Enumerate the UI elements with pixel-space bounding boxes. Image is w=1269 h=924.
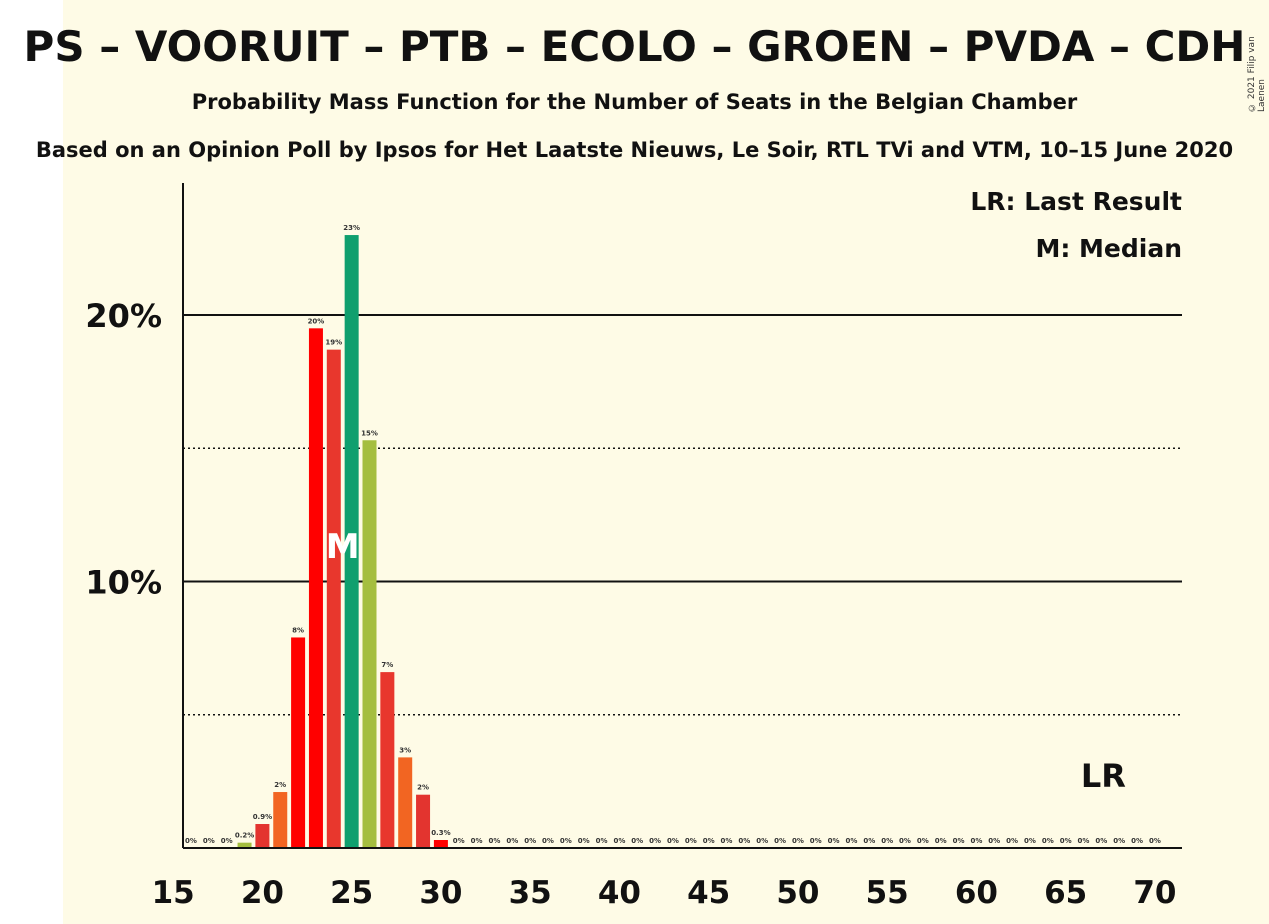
x-tick-45: 45 [687, 875, 730, 911]
bar-label-49: 0% [774, 837, 786, 845]
bar-label-44: 0% [685, 837, 697, 845]
x-tick-35: 35 [509, 875, 552, 911]
bar-label-35: 0% [524, 837, 536, 845]
median-marker: M [326, 527, 360, 567]
bar-label-51: 0% [810, 837, 822, 845]
bar-24 [326, 349, 341, 848]
x-tick-30: 30 [419, 875, 462, 911]
bar-25 [344, 235, 359, 849]
bar-label-40: 0% [613, 837, 625, 845]
bar-label-25: 23% [343, 224, 360, 232]
bar-label-37: 0% [560, 837, 572, 845]
bar-label-23: 20% [308, 317, 325, 325]
bar-label-39: 0% [596, 837, 608, 845]
chart-source-line: Based on an Opinion Poll by Ipsos for He… [35, 138, 1234, 162]
x-tick-15: 15 [152, 875, 195, 911]
bar-19 [237, 842, 252, 848]
bar-label-31: 0% [453, 837, 465, 845]
bar-label-30: 0.3% [431, 829, 450, 837]
y-tick-label: 10% [85, 564, 162, 602]
bar-label-16: 0% [185, 837, 197, 845]
bar-label-69: 0% [1131, 837, 1143, 845]
x-tick-50: 50 [776, 875, 819, 911]
bar-20 [255, 824, 270, 848]
x-tick-25: 25 [330, 875, 373, 911]
bar-label-45: 0% [703, 837, 715, 845]
bar-27 [380, 672, 395, 848]
bar-label-27: 7% [381, 661, 393, 669]
bar-label-58: 0% [935, 837, 947, 845]
bar-label-66: 0% [1078, 837, 1090, 845]
bar-label-67: 0% [1095, 837, 1107, 845]
bar-label-17: 0% [203, 837, 215, 845]
legend-median: M: Median [1035, 234, 1182, 263]
bar-label-21: 2% [274, 781, 286, 789]
bar-label-47: 0% [738, 837, 750, 845]
bar-label-52: 0% [828, 837, 840, 845]
bar-label-60: 0% [970, 837, 982, 845]
y-tick-labels: 10% 20% [85, 297, 162, 602]
y-tick-label: 20% [85, 297, 162, 335]
bar-label-46: 0% [721, 837, 733, 845]
bar-label-26: 15% [361, 429, 378, 437]
left-margin [0, 0, 63, 924]
bar-value-labels: 0% 0% 0% 0.2% 0.9% 2% 8% 20% 19% 23% 15% 7% 3% 2% 0.3%… [185, 224, 1161, 845]
x-tick-20: 20 [241, 875, 284, 911]
bar-label-61: 0% [988, 837, 1000, 845]
bar-29 [416, 794, 431, 848]
bar-label-59: 0% [953, 837, 965, 845]
bar-label-41: 0% [631, 837, 643, 845]
bar-label-54: 0% [863, 837, 875, 845]
legend-last-result: LR: Last Result [970, 187, 1182, 216]
bar-label-19: 0.2% [235, 832, 254, 840]
bar-label-29: 2% [417, 784, 429, 792]
bar-26 [362, 440, 377, 848]
bar-30 [433, 840, 448, 848]
x-tick-55: 55 [866, 875, 909, 911]
bar-label-50: 0% [792, 837, 804, 845]
bar-label-38: 0% [578, 837, 590, 845]
x-tick-70: 70 [1133, 875, 1176, 911]
bar-label-68: 0% [1113, 837, 1125, 845]
x-tick-60: 60 [955, 875, 998, 911]
bars [237, 235, 448, 849]
x-tick-65: 65 [1044, 875, 1087, 911]
bar-label-20: 0.9% [253, 813, 272, 821]
bar-label-63: 0% [1024, 837, 1036, 845]
bar-21 [273, 792, 288, 848]
bar-label-18: 0% [221, 837, 233, 845]
bar-label-32: 0% [471, 837, 483, 845]
bar-label-70: 0% [1149, 837, 1161, 845]
bar-label-56: 0% [899, 837, 911, 845]
bar-22 [291, 637, 306, 848]
chart-title: PS – VOORUIT – PTB – ECOLO – GROEN – PVD… [23, 22, 1246, 71]
bar-23 [308, 328, 323, 848]
axes [182, 183, 1182, 849]
bar-label-57: 0% [917, 837, 929, 845]
bar-label-36: 0% [542, 837, 554, 845]
bar-label-42: 0% [649, 837, 661, 845]
bar-28 [398, 757, 413, 848]
x-tick-labels: 15 20 25 30 35 40 45 50 55 60 65 70 [152, 875, 1177, 911]
bar-label-64: 0% [1042, 837, 1054, 845]
x-tick-40: 40 [598, 875, 641, 911]
bar-label-34: 0% [506, 837, 518, 845]
bar-label-55: 0% [881, 837, 893, 845]
bar-label-62: 0% [1006, 837, 1018, 845]
bar-label-22: 8% [292, 626, 304, 634]
bar-label-33: 0% [489, 837, 501, 845]
bar-label-53: 0% [846, 837, 858, 845]
chart-subtitle: Probability Mass Function for the Number… [191, 90, 1078, 114]
last-result-marker: LR [1081, 757, 1126, 795]
bar-label-28: 3% [399, 746, 411, 754]
bar-label-65: 0% [1060, 837, 1072, 845]
chart-background [63, 0, 1269, 924]
bar-label-43: 0% [667, 837, 679, 845]
bar-label-24: 19% [325, 339, 342, 347]
bar-label-48: 0% [756, 837, 768, 845]
